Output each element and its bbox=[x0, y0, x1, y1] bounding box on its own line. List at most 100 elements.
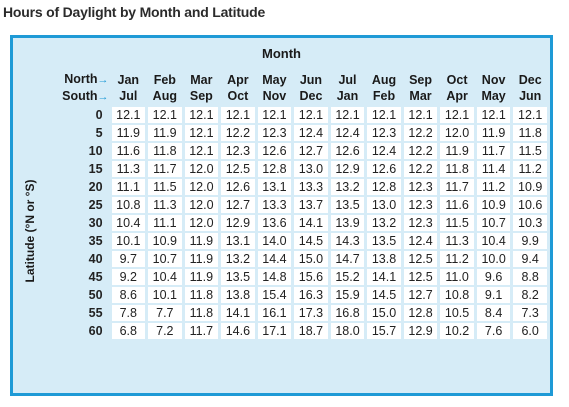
daylight-table-frame: Month Latitude (°N or °S) North→ South→ … bbox=[10, 35, 553, 396]
daylight-hours-cell: 11.9 bbox=[184, 233, 219, 249]
table-row: 50 8.6 10.1 11.8 13.8 15.4 16.3 15.9 14.5 12.7 10.… bbox=[53, 287, 547, 303]
table-row: 15 11.3 11.7 12.0 12.5 12.8 13.0 12.9 12.6 12.2 11… bbox=[53, 161, 547, 177]
daylight-hours-cell: 15.0 bbox=[367, 305, 401, 321]
daylight-hours-cell: 12.1 bbox=[294, 107, 328, 123]
daylight-hours-cell: 11.9 bbox=[184, 269, 219, 285]
latitude-cell: 50 bbox=[53, 287, 109, 303]
table-row: 40 9.7 10.7 11.9 13.2 14.4 15.0 14.7 13.8 12.5 11.… bbox=[53, 251, 547, 267]
daylight-hours-cell: 12.1 bbox=[184, 125, 219, 141]
month-column-header: Jun Dec bbox=[294, 71, 328, 105]
daylight-hours-cell: 13.3 bbox=[294, 179, 328, 195]
daylight-hours-cell: 16.3 bbox=[294, 287, 328, 303]
daylight-hours-cell: 11.6 bbox=[440, 197, 474, 213]
daylight-hours-cell: 12.1 bbox=[330, 107, 365, 123]
table-row: 5 11.9 11.9 12.1 12.2 12.3 12.4 12.4 12.3 12.2 12.… bbox=[53, 125, 547, 141]
daylight-hours-cell: 13.6 bbox=[257, 215, 292, 231]
daylight-hours-cell: 11.8 bbox=[513, 125, 547, 141]
daylight-hours-cell: 10.8 bbox=[111, 197, 146, 213]
daylight-hours-cell: 13.5 bbox=[330, 197, 365, 213]
daylight-hours-cell: 11.9 bbox=[476, 125, 511, 141]
daylight-hours-cell: 16.8 bbox=[330, 305, 365, 321]
latitude-cell: 25 bbox=[53, 197, 109, 213]
south-label: South bbox=[62, 89, 98, 103]
arrow-right-icon: → bbox=[97, 91, 109, 103]
daylight-hours-cell: 9.7 bbox=[111, 251, 146, 267]
daylight-hours-cell: 10.1 bbox=[111, 233, 146, 249]
daylight-hours-cell: 10.4 bbox=[111, 215, 146, 231]
daylight-hours-cell: 11.5 bbox=[513, 143, 547, 159]
daylight-hours-cell: 12.8 bbox=[403, 305, 438, 321]
south-month: Jul bbox=[119, 89, 138, 103]
daylight-hours-cell: 16.1 bbox=[257, 305, 292, 321]
north-month: Sep bbox=[409, 73, 433, 87]
latitude-cell: 35 bbox=[53, 233, 109, 249]
daylight-hours-cell: 8.8 bbox=[513, 269, 547, 285]
daylight-hours-cell: 15.6 bbox=[294, 269, 328, 285]
latitude-cell: 30 bbox=[53, 215, 109, 231]
daylight-hours-cell: 9.1 bbox=[476, 287, 511, 303]
month-header-row: North→ South→ Jan Jul Feb Aug Mar Sep Apr Oct Ma… bbox=[53, 71, 547, 105]
daylight-hours-cell: 17.3 bbox=[294, 305, 328, 321]
month-column-header: Sep Mar bbox=[404, 71, 438, 105]
daylight-hours-cell: 12.1 bbox=[440, 107, 474, 123]
daylight-hours-cell: 13.7 bbox=[294, 197, 328, 213]
daylight-hours-cell: 12.1 bbox=[257, 107, 292, 123]
daylight-hours-cell: 12.6 bbox=[367, 161, 401, 177]
daylight-hours-cell: 7.3 bbox=[513, 305, 547, 321]
north-month: Feb bbox=[153, 73, 176, 87]
month-header: Month bbox=[262, 45, 301, 61]
latitude-cell: 45 bbox=[53, 269, 109, 285]
daylight-hours-cell: 12.2 bbox=[221, 125, 255, 141]
daylight-hours-cell: 12.0 bbox=[184, 215, 219, 231]
month-column-header: Feb Aug bbox=[148, 71, 182, 105]
latitude-cell: 20 bbox=[53, 179, 109, 195]
daylight-hours-cell: 13.2 bbox=[367, 215, 401, 231]
daylight-hours-cell: 10.6 bbox=[513, 197, 547, 213]
daylight-hours-cell: 12.5 bbox=[403, 269, 438, 285]
daylight-hours-cell: 12.8 bbox=[257, 161, 292, 177]
daylight-hours-cell: 9.6 bbox=[476, 269, 511, 285]
daylight-hours-cell: 12.0 bbox=[184, 197, 219, 213]
table-row: 20 11.1 11.5 12.0 12.6 13.1 13.3 13.2 12.8 12.3 11… bbox=[53, 179, 547, 195]
daylight-hours-cell: 12.5 bbox=[221, 161, 255, 177]
daylight-hours-cell: 14.3 bbox=[330, 233, 365, 249]
daylight-hours-cell: 10.9 bbox=[476, 197, 511, 213]
daylight-hours-cell: 11.9 bbox=[440, 143, 474, 159]
south-month: Feb bbox=[372, 89, 396, 103]
south-month: Apr bbox=[446, 89, 468, 103]
daylight-hours-cell: 12.7 bbox=[403, 287, 438, 303]
daylight-hours-cell: 15.9 bbox=[330, 287, 365, 303]
latitude-cell: 0 bbox=[53, 107, 109, 123]
daylight-hours-cell: 12.9 bbox=[403, 323, 438, 339]
daylight-hours-cell: 12.1 bbox=[184, 107, 219, 123]
daylight-hours-cell: 12.7 bbox=[294, 143, 328, 159]
daylight-hours-cell: 18.7 bbox=[294, 323, 328, 339]
table-row: 35 10.1 10.9 11.9 13.1 14.0 14.5 14.3 13.5 12.4 11… bbox=[53, 233, 547, 249]
daylight-hours-cell: 12.8 bbox=[367, 179, 401, 195]
daylight-hours-cell: 12.4 bbox=[403, 233, 438, 249]
daylight-hours-cell: 11.1 bbox=[148, 215, 182, 231]
daylight-hours-cell: 10.0 bbox=[476, 251, 511, 267]
north-month: Jul bbox=[338, 73, 357, 87]
daylight-hours-cell: 15.4 bbox=[257, 287, 292, 303]
arrow-right-icon: → bbox=[97, 74, 109, 86]
daylight-hours-cell: 12.3 bbox=[221, 143, 255, 159]
daylight-hours-cell: 10.8 bbox=[440, 287, 474, 303]
daylight-hours-cell: 10.7 bbox=[476, 215, 511, 231]
daylight-hours-cell: 14.6 bbox=[221, 323, 255, 339]
daylight-hours-cell: 12.4 bbox=[330, 125, 365, 141]
north-month: Mar bbox=[190, 73, 213, 87]
daylight-hours-cell: 12.3 bbox=[403, 179, 438, 195]
daylight-hours-cell: 11.8 bbox=[184, 305, 219, 321]
south-month: Aug bbox=[152, 89, 177, 103]
daylight-hours-cell: 15.2 bbox=[330, 269, 365, 285]
latitude-cell: 10 bbox=[53, 143, 109, 159]
latitude-cell: 60 bbox=[53, 323, 109, 339]
daylight-hours-cell: 11.9 bbox=[111, 125, 146, 141]
month-column-header: Dec Jun bbox=[513, 71, 547, 105]
daylight-hours-cell: 14.0 bbox=[257, 233, 292, 249]
daylight-hours-cell: 10.9 bbox=[513, 179, 547, 195]
daylight-hours-cell: 11.4 bbox=[476, 161, 511, 177]
daylight-hours-cell: 11.8 bbox=[148, 143, 182, 159]
latitude-cell: 15 bbox=[53, 161, 109, 177]
